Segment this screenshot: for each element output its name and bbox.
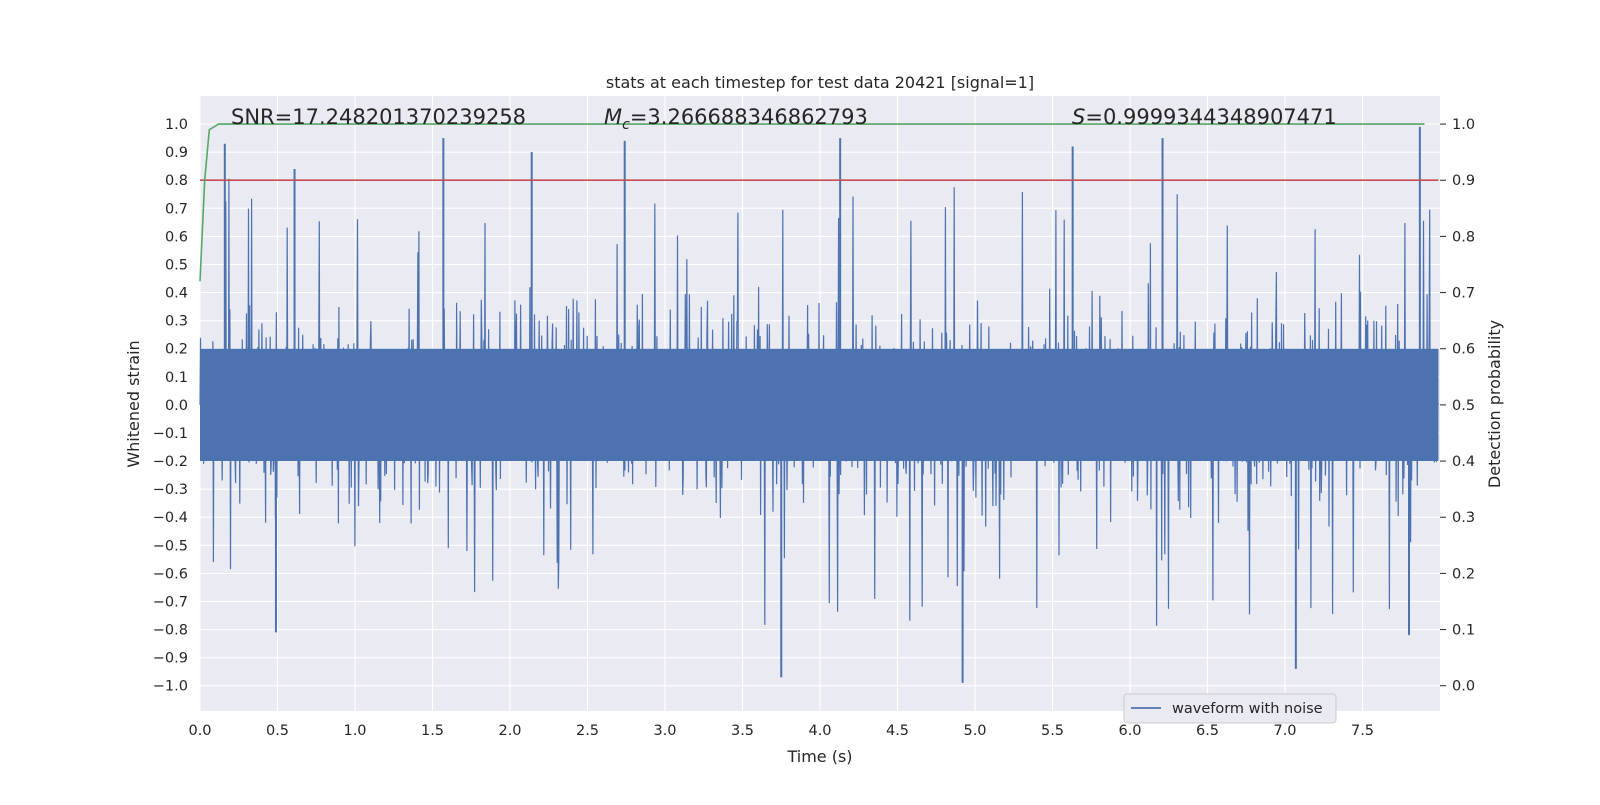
y-tick-label: 0.3: [165, 314, 188, 330]
y-tick-label: 0.6: [165, 229, 188, 245]
x-tick-label: 5.0: [963, 723, 986, 739]
y-tick-label: 0.8: [165, 173, 188, 189]
chart-title: stats at each timestep for test data 204…: [606, 73, 1034, 92]
s-value: =0.9999344348907471: [1085, 105, 1336, 129]
y2-tick-label: 0.6: [1452, 342, 1475, 358]
snr-annotation: SNR=17.248201370239258: [231, 105, 526, 129]
y2-axis-label: Detection probability: [1485, 320, 1504, 488]
chirp-mass-subscript: c: [622, 117, 630, 133]
y-tick-label: 0.4: [165, 286, 188, 302]
chirp-mass-symbol: M: [604, 105, 622, 129]
y2-tick-labels: 1.0 0.9 0.8 0.7 0.6 0.5 0.4 0.3 0.2 0.1 0.0: [1440, 117, 1475, 695]
y2-tick-label: 0.2: [1452, 566, 1475, 582]
x-tick-label: 0.0: [188, 723, 211, 739]
x-axis-label: Time (s): [786, 747, 852, 766]
y2-tick-label: 0.9: [1452, 173, 1475, 189]
x-tick-label: 4.5: [886, 723, 909, 739]
y-tick-label: 0.7: [165, 201, 188, 217]
y2-tick-label: 0.0: [1452, 679, 1475, 695]
y2-tick-label: 0.4: [1452, 454, 1475, 470]
y2-tick-label: 0.3: [1452, 510, 1475, 526]
y-tick-label: −0.1: [153, 426, 188, 442]
x-tick-label: 4.0: [808, 723, 831, 739]
y2-tick-label: 0.8: [1452, 229, 1475, 245]
y-tick-label: 0.0: [165, 398, 188, 414]
detection-probability-line: [199, 123, 1425, 282]
y2-tick-label: 0.7: [1452, 286, 1475, 302]
x-tick-label: 7.5: [1351, 723, 1374, 739]
x-tick-label: 1.5: [421, 723, 444, 739]
waveform-core-band: [200, 348, 1439, 462]
y-tick-label: −0.3: [153, 482, 188, 498]
y-tick-label: −0.7: [153, 594, 188, 610]
s-annotation: S=0.9999344348907471: [1072, 105, 1337, 129]
x-tick-label: 3.5: [731, 723, 754, 739]
y-tick-label: −0.6: [153, 566, 188, 582]
x-tick-label: 1.0: [343, 723, 366, 739]
y-tick-label: 1.0: [165, 117, 188, 133]
y2-tick-label: 0.5: [1452, 398, 1475, 414]
x-tick-label: 2.0: [498, 723, 521, 739]
chirp-mass-value: =3.266688346862793: [630, 105, 868, 129]
y-tick-label: −0.8: [153, 623, 188, 639]
waveform-series: [199, 126, 1440, 683]
legend: waveform with noise: [1123, 693, 1337, 724]
legend-label: waveform with noise: [1172, 701, 1323, 717]
x-tick-label: 5.5: [1041, 723, 1064, 739]
legend-box: [1123, 693, 1337, 724]
x-tick-labels: 0.0 0.5 1.0 1.5 2.0 2.5 3.0 3.5 4.0 4.5 5.0 5.5 6.0 6…: [188, 723, 1374, 739]
s-symbol: S: [1072, 105, 1085, 129]
x-tick-label: 0.5: [266, 723, 289, 739]
y-tick-label: 0.2: [165, 342, 188, 358]
x-tick-label: 6.5: [1196, 723, 1219, 739]
x-tick-label: 7.0: [1273, 723, 1296, 739]
y2-tick-label: 1.0: [1452, 117, 1475, 133]
chirp-mass-annotation: Mc=3.266688346862793: [604, 105, 868, 133]
x-tick-label: 2.5: [576, 723, 599, 739]
y-tick-label: −0.9: [153, 651, 188, 667]
x-tick-label: 3.0: [653, 723, 676, 739]
y2-tick-label: 0.1: [1452, 623, 1475, 639]
y-tick-label: −1.0: [153, 679, 188, 695]
y-tick-label: 0.1: [165, 370, 188, 386]
y-tick-label: 0.9: [165, 145, 188, 161]
y-tick-label: −0.2: [153, 454, 188, 470]
y-tick-label: −0.4: [153, 510, 188, 526]
y-tick-label: 0.5: [165, 257, 188, 273]
x-tick-label: 6.0: [1118, 723, 1141, 739]
probability-series: [199, 123, 1439, 282]
y-tick-label: −0.5: [153, 538, 188, 554]
y-tick-labels: 1.0 0.9 0.8 0.7 0.6 0.5 0.4 0.3 0.2 0.1 0.0 −0.1 −0.…: [153, 117, 188, 695]
y-axis-label: Whitened strain: [124, 340, 143, 467]
